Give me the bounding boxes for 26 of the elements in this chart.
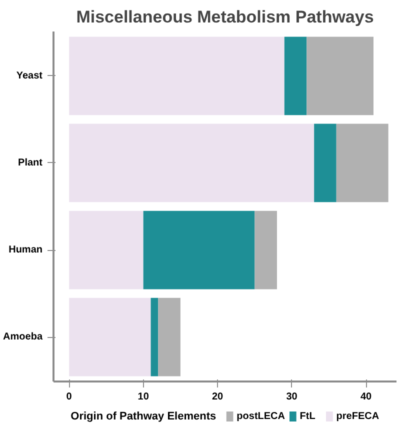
legend-title: Origin of Pathway Elements: [70, 410, 216, 422]
bar: [306, 36, 374, 116]
x-tick-label: 30: [286, 392, 298, 402]
legend-label: preFECA: [336, 411, 380, 422]
y-tick-label: Amoeba: [3, 332, 43, 343]
bar: [69, 298, 151, 376]
x-tick-label: 0: [66, 392, 72, 402]
bar: [254, 210, 277, 290]
y-tick-label: Yeast: [16, 70, 44, 82]
bar: [158, 298, 180, 376]
legend-label: postLECA: [236, 411, 286, 422]
bar: [284, 36, 307, 116]
bar: [69, 124, 314, 202]
y-tick-label: Human: [8, 244, 43, 256]
bar: [314, 124, 336, 202]
y-tick-label: Plant: [18, 157, 44, 168]
bar: [69, 210, 144, 290]
bar: [69, 36, 284, 116]
bar: [336, 124, 388, 202]
legend-label: FtL: [300, 411, 316, 422]
x-tick-label: 20: [212, 392, 224, 402]
chart-title: Miscellaneous Metabolism Pathways: [76, 8, 374, 26]
x-tick-label: 10: [138, 392, 150, 402]
bar: [143, 210, 255, 290]
bar: [150, 298, 158, 376]
x-tick-label: 40: [360, 392, 372, 402]
